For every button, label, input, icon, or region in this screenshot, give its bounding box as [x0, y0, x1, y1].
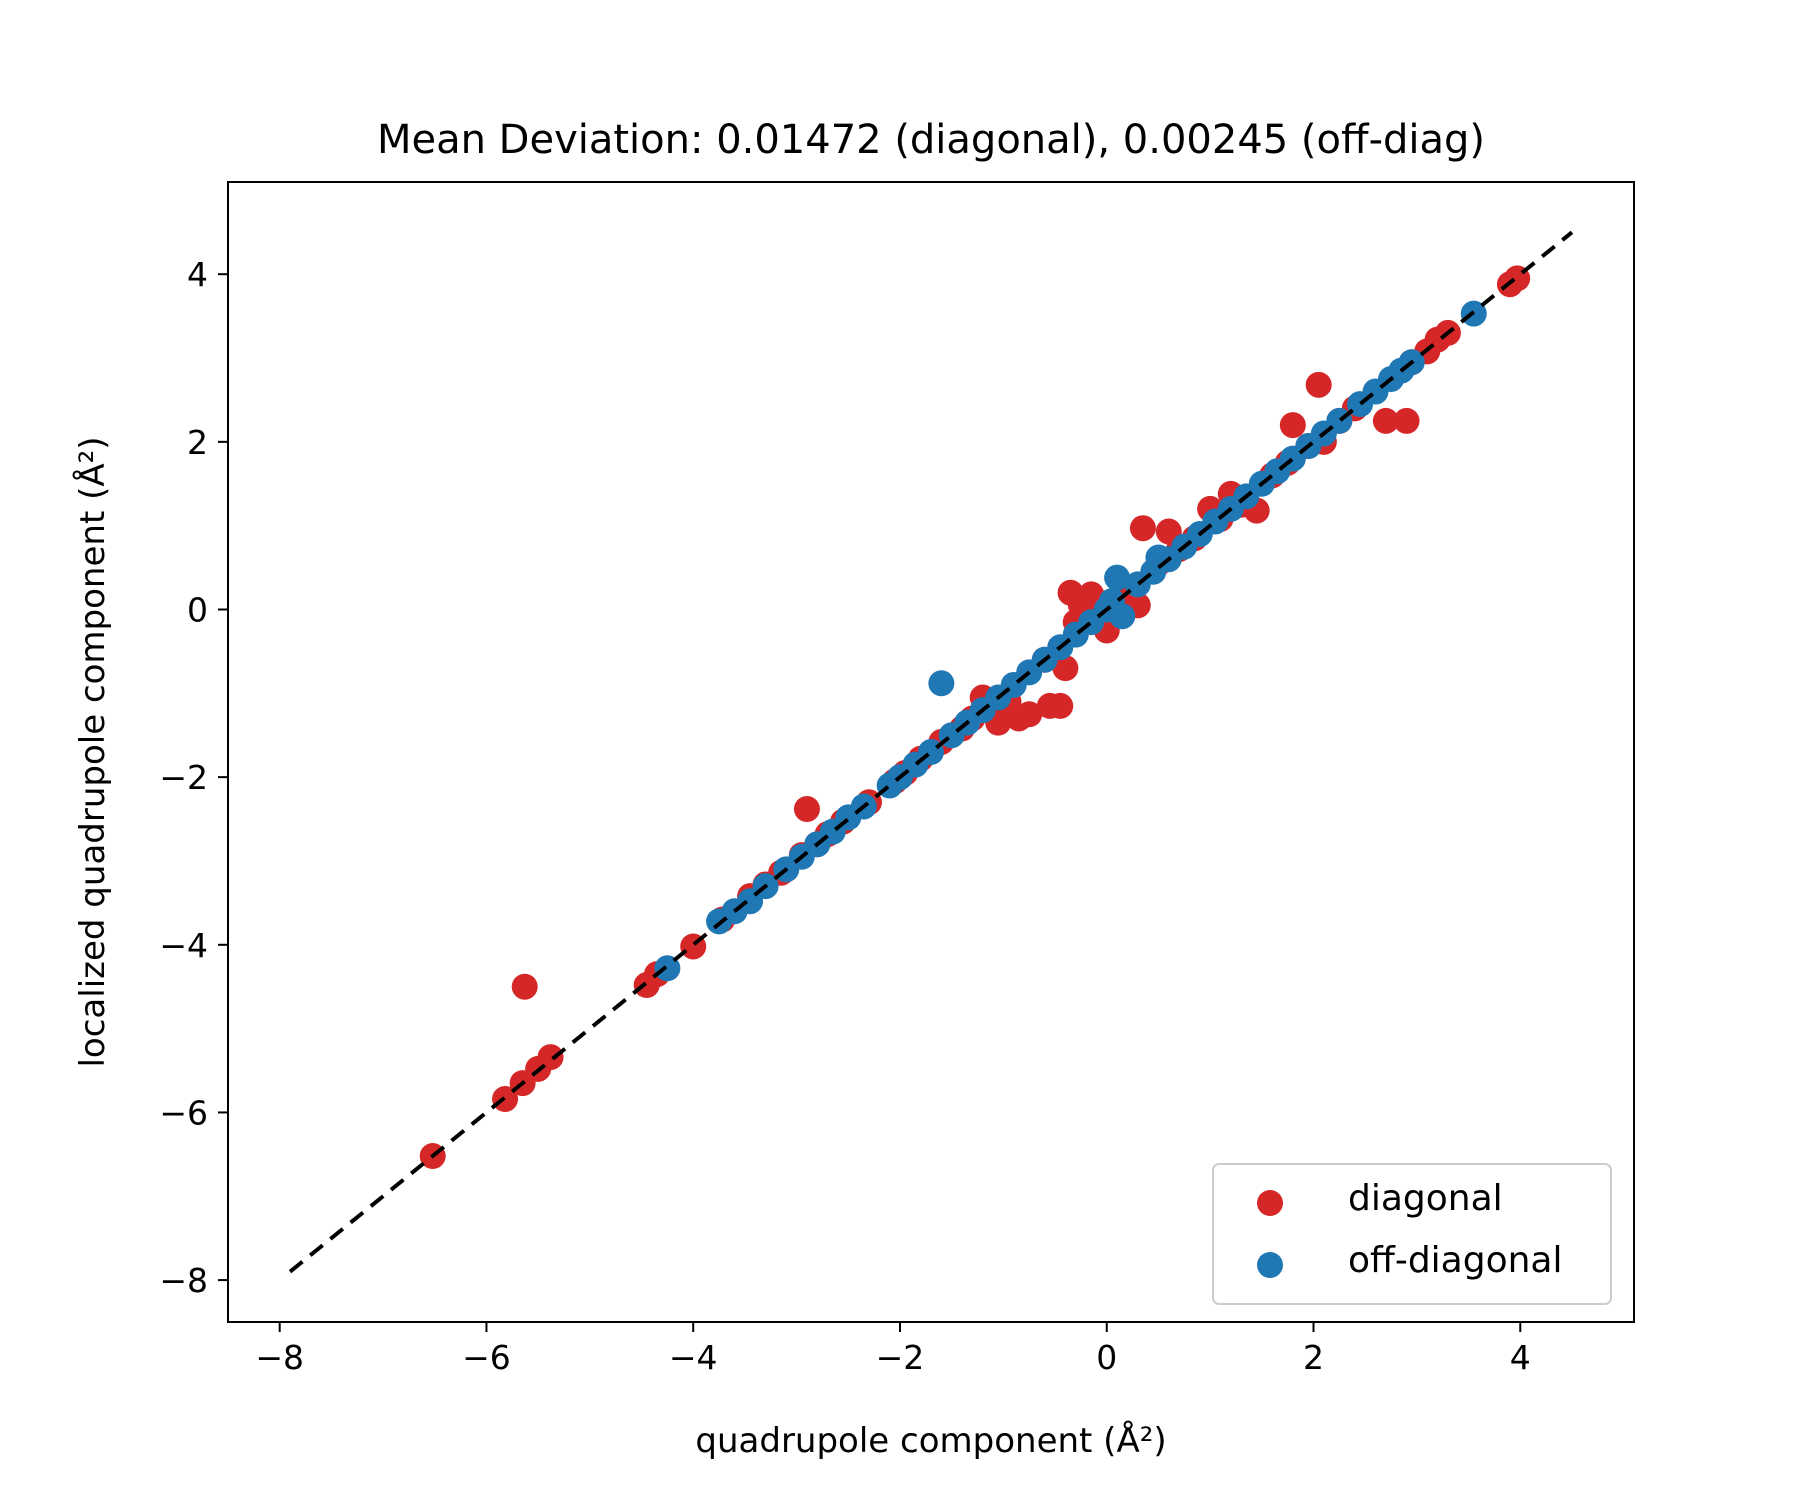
y-tick-label: 0: [187, 591, 208, 630]
point-diagonal: [1372, 407, 1399, 434]
x-tick-label: 4: [1510, 1338, 1531, 1377]
point-diagonal: [511, 973, 538, 1000]
point-diagonal: [1393, 407, 1420, 434]
y-axis-label: localized quadrupole component (Å²): [72, 436, 113, 1067]
point-diagonal: [537, 1044, 564, 1071]
legend-marker-diagonal: [1257, 1190, 1283, 1216]
x-tick-label: −6: [462, 1338, 511, 1377]
point-diagonal: [1129, 515, 1156, 542]
x-tick-label: −2: [876, 1338, 925, 1377]
legend-label-off-diagonal: off-diagonal: [1348, 1240, 1563, 1281]
point-diagonal: [1016, 701, 1043, 728]
point-diagonal: [793, 796, 820, 822]
identity-reference-line: [288, 230, 1574, 1274]
point-diagonal: [1279, 412, 1306, 439]
axis-ticks: −8 −6 −4 −2 0 2 4 −8 −6 −4 −2 0 2 4: [159, 255, 1530, 1377]
legend-box: [1212, 1163, 1612, 1305]
point-off-diagonal: [928, 670, 955, 697]
point-diagonal: [1052, 655, 1079, 682]
point-diagonal: [1047, 692, 1074, 719]
x-axis-label: quadrupole component (Å²): [695, 1420, 1166, 1461]
point-off-diagonal: [1109, 603, 1136, 630]
y-tick-label: 4: [187, 255, 208, 294]
x-tick-label: 2: [1303, 1338, 1324, 1377]
legend-marker-off-diagonal: [1257, 1252, 1283, 1278]
y-tick-label: −2: [159, 758, 208, 797]
plot-frame: [227, 181, 1635, 1323]
y-tick-label: −8: [159, 1261, 208, 1300]
y-tick-label: −6: [159, 1093, 208, 1132]
legend-label-diagonal: diagonal: [1348, 1178, 1503, 1219]
x-tick-label: 0: [1096, 1338, 1117, 1377]
x-tick-label: −8: [255, 1338, 304, 1377]
point-off-diagonal: [654, 955, 681, 982]
plot-area: [288, 230, 1574, 1274]
chart-title: Mean Deviation: 0.01472 (diagonal), 0.00…: [377, 117, 1485, 163]
y-tick-label: 2: [187, 423, 208, 462]
x-tick-label: −4: [669, 1338, 718, 1377]
point-diagonal: [1305, 371, 1332, 398]
legend: diagonal off-diagonal: [1212, 1163, 1612, 1305]
y-tick-label: −4: [159, 926, 208, 965]
point-off-diagonal: [1104, 564, 1131, 591]
